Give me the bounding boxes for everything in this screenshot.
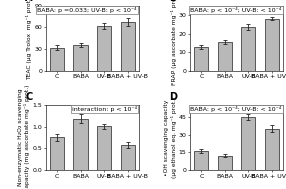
Bar: [265, 129, 279, 170]
Y-axis label: Non-enzymatic H₂O₂ scavenging
capacity (mg ascorbate mg⁻¹ prot.): Non-enzymatic H₂O₂ scavenging capacity (…: [18, 84, 30, 189]
Bar: [265, 19, 279, 71]
Bar: [74, 45, 88, 71]
Bar: [194, 47, 208, 71]
Text: BABA: p =0.033; UV-B: p < 10⁻⁴: BABA: p =0.033; UV-B: p < 10⁻⁴: [37, 7, 137, 13]
Y-axis label: TEAC (μg Trolox  mg⁻¹ prot.): TEAC (μg Trolox mg⁻¹ prot.): [26, 0, 32, 81]
Bar: [194, 151, 208, 170]
Text: D: D: [170, 92, 178, 102]
Y-axis label: FRAP (μg ascorbate mg⁻¹ prot.): FRAP (μg ascorbate mg⁻¹ prot.): [171, 0, 177, 85]
Bar: [120, 145, 135, 170]
Bar: [218, 156, 232, 170]
Text: BABA: p < 10⁻⁴; UV-B: < 10⁻⁴: BABA: p < 10⁻⁴; UV-B: < 10⁻⁴: [190, 106, 281, 112]
Text: interaction: p < 10⁻⁴: interaction: p < 10⁻⁴: [72, 106, 137, 112]
Bar: [241, 27, 255, 71]
Text: C: C: [25, 92, 33, 102]
Text: A: A: [25, 0, 33, 3]
Bar: [50, 48, 64, 71]
Text: BABA: p < 10⁻⁴; UV-B: < 10⁻⁴: BABA: p < 10⁻⁴; UV-B: < 10⁻⁴: [190, 7, 281, 13]
Y-axis label: •OH scavenging capacity
(μg ethanol eq. mg⁻¹ prot.): •OH scavenging capacity (μg ethanol eq. …: [164, 97, 177, 178]
Bar: [74, 119, 88, 170]
Bar: [97, 126, 111, 170]
Bar: [97, 26, 111, 71]
Bar: [241, 117, 255, 170]
Text: B: B: [170, 0, 177, 3]
Bar: [50, 137, 64, 170]
Bar: [120, 22, 135, 71]
Bar: [218, 42, 232, 71]
